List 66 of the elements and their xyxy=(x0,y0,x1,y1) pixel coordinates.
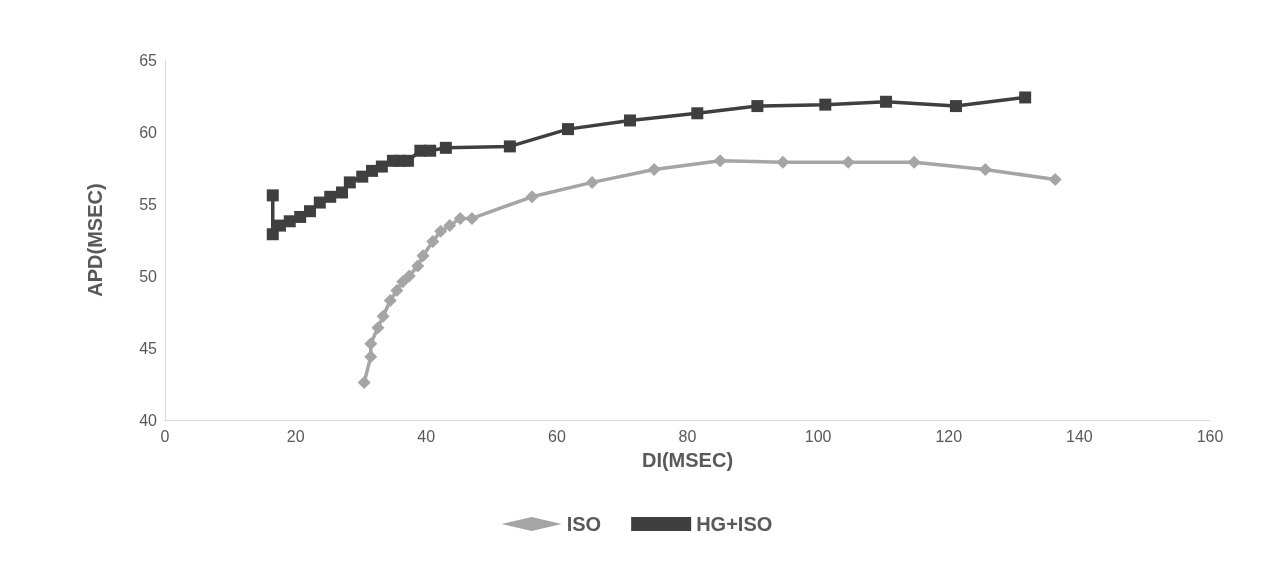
point xyxy=(978,162,992,176)
point xyxy=(375,160,388,173)
y-axis-title: APD(MSEC) xyxy=(84,183,106,297)
y-tick-label: 65 xyxy=(139,51,158,69)
point xyxy=(907,155,921,169)
point xyxy=(561,123,574,136)
point xyxy=(503,140,516,153)
point xyxy=(336,186,348,199)
point xyxy=(1019,91,1032,104)
point xyxy=(303,205,316,218)
y-tick-label: 45 xyxy=(139,339,158,357)
y-tick-label: 50 xyxy=(139,267,158,285)
point xyxy=(426,234,440,248)
point xyxy=(453,211,467,225)
x-tick-label: 120 xyxy=(935,427,963,445)
point xyxy=(416,249,430,263)
point xyxy=(1048,173,1062,187)
point xyxy=(585,175,599,189)
x-tick-label: 140 xyxy=(1066,427,1093,445)
point xyxy=(443,219,457,233)
point xyxy=(376,309,390,323)
point xyxy=(401,154,414,167)
point xyxy=(880,95,893,108)
x-tick-label: 60 xyxy=(547,427,566,445)
x-tick-label: 160 xyxy=(1196,427,1224,445)
point xyxy=(751,100,764,113)
x-tick-label: 20 xyxy=(286,427,305,445)
point xyxy=(396,275,410,289)
y-tick-label: 60 xyxy=(139,123,158,141)
point xyxy=(647,162,661,176)
point xyxy=(266,189,279,202)
point xyxy=(273,219,286,232)
point xyxy=(691,107,704,120)
y-tick-label: 55 xyxy=(139,195,158,213)
legend-label: ISO xyxy=(566,513,602,535)
point xyxy=(411,259,425,273)
point xyxy=(841,155,855,169)
x-tick-label: 80 xyxy=(678,427,697,445)
x-tick-label: 40 xyxy=(417,427,436,445)
point xyxy=(949,100,962,113)
point xyxy=(356,170,369,183)
point xyxy=(434,224,448,238)
point xyxy=(357,376,371,390)
point xyxy=(324,190,337,203)
point xyxy=(776,155,790,169)
point xyxy=(424,144,437,157)
point xyxy=(364,337,378,351)
x-tick-label: 0 xyxy=(160,427,170,445)
point xyxy=(390,283,404,297)
point xyxy=(624,114,637,127)
point xyxy=(439,141,452,154)
point xyxy=(713,154,727,168)
point xyxy=(313,196,326,209)
legend-label: HG+ISO xyxy=(696,513,773,535)
point xyxy=(383,293,397,307)
point xyxy=(294,210,307,223)
y-tick-label: 40 xyxy=(139,411,158,429)
point xyxy=(402,269,416,283)
x-tick-label: 100 xyxy=(804,427,832,445)
point xyxy=(343,176,356,189)
point xyxy=(364,350,378,364)
x-axis-title: DI(MSEC) xyxy=(641,449,734,471)
point xyxy=(819,98,832,111)
point xyxy=(465,211,479,225)
point xyxy=(525,190,539,204)
point xyxy=(371,321,385,335)
